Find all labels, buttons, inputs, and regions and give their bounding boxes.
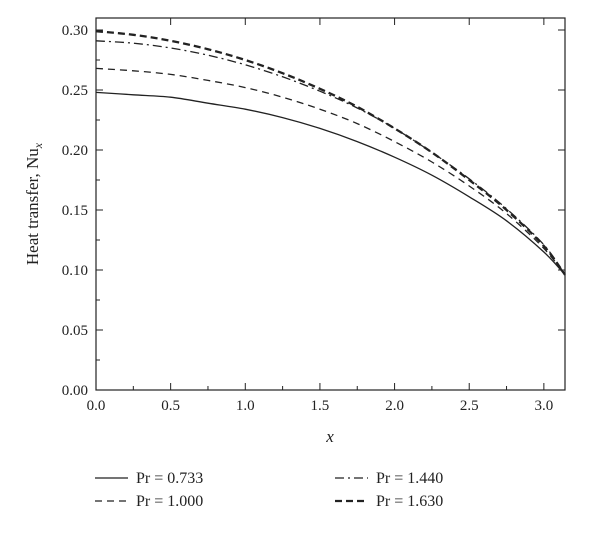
legend-label: Pr = 0.733 (136, 470, 203, 487)
series-line (95, 91, 566, 276)
y-tick-label: 0.10 (62, 263, 88, 279)
y-tick-label: 0.05 (62, 323, 88, 339)
x-tick-label: 0.0 (87, 398, 106, 414)
x-tick-label: 1.5 (311, 398, 330, 414)
series-layer (95, 30, 566, 276)
legend-label: Pr = 1.440 (376, 470, 443, 487)
x-tick-label: 0.5 (161, 398, 180, 414)
series-line (95, 67, 566, 276)
y-tick-label: 0.30 (62, 23, 88, 39)
x-tick-label: 3.0 (534, 398, 553, 414)
y-axis-title-main: Heat transfer, Nu (23, 148, 42, 265)
x-tick-label: 2.0 (385, 398, 404, 414)
axis-ticks: 0.0 0.5 1.0 1.5 2.0 2.5 3.0 0.00 0.05 0.10 0.15 0.2… (62, 18, 565, 414)
y-axis-title: Heat transfer, Nux (23, 142, 45, 265)
x-axis-title: x (325, 427, 334, 446)
legend-label: Pr = 1.630 (376, 493, 443, 510)
y-tick-label: 0.20 (62, 143, 88, 159)
series-line (95, 40, 566, 276)
plot-frame (95, 17, 566, 391)
y-axis-title-subscript: x (31, 142, 45, 149)
series-line (95, 30, 566, 276)
y-tick-label: 0.15 (62, 203, 88, 219)
legend: Pr = 0.733 Pr = 1.000 Pr = 1.440 Pr = 1.630 (95, 470, 443, 510)
legend-label: Pr = 1.000 (136, 493, 203, 510)
x-tick-label: 1.0 (236, 398, 255, 414)
y-tick-label: 0.00 (62, 383, 88, 399)
y-tick-label: 0.25 (62, 83, 88, 99)
x-tick-label: 2.5 (460, 398, 479, 414)
